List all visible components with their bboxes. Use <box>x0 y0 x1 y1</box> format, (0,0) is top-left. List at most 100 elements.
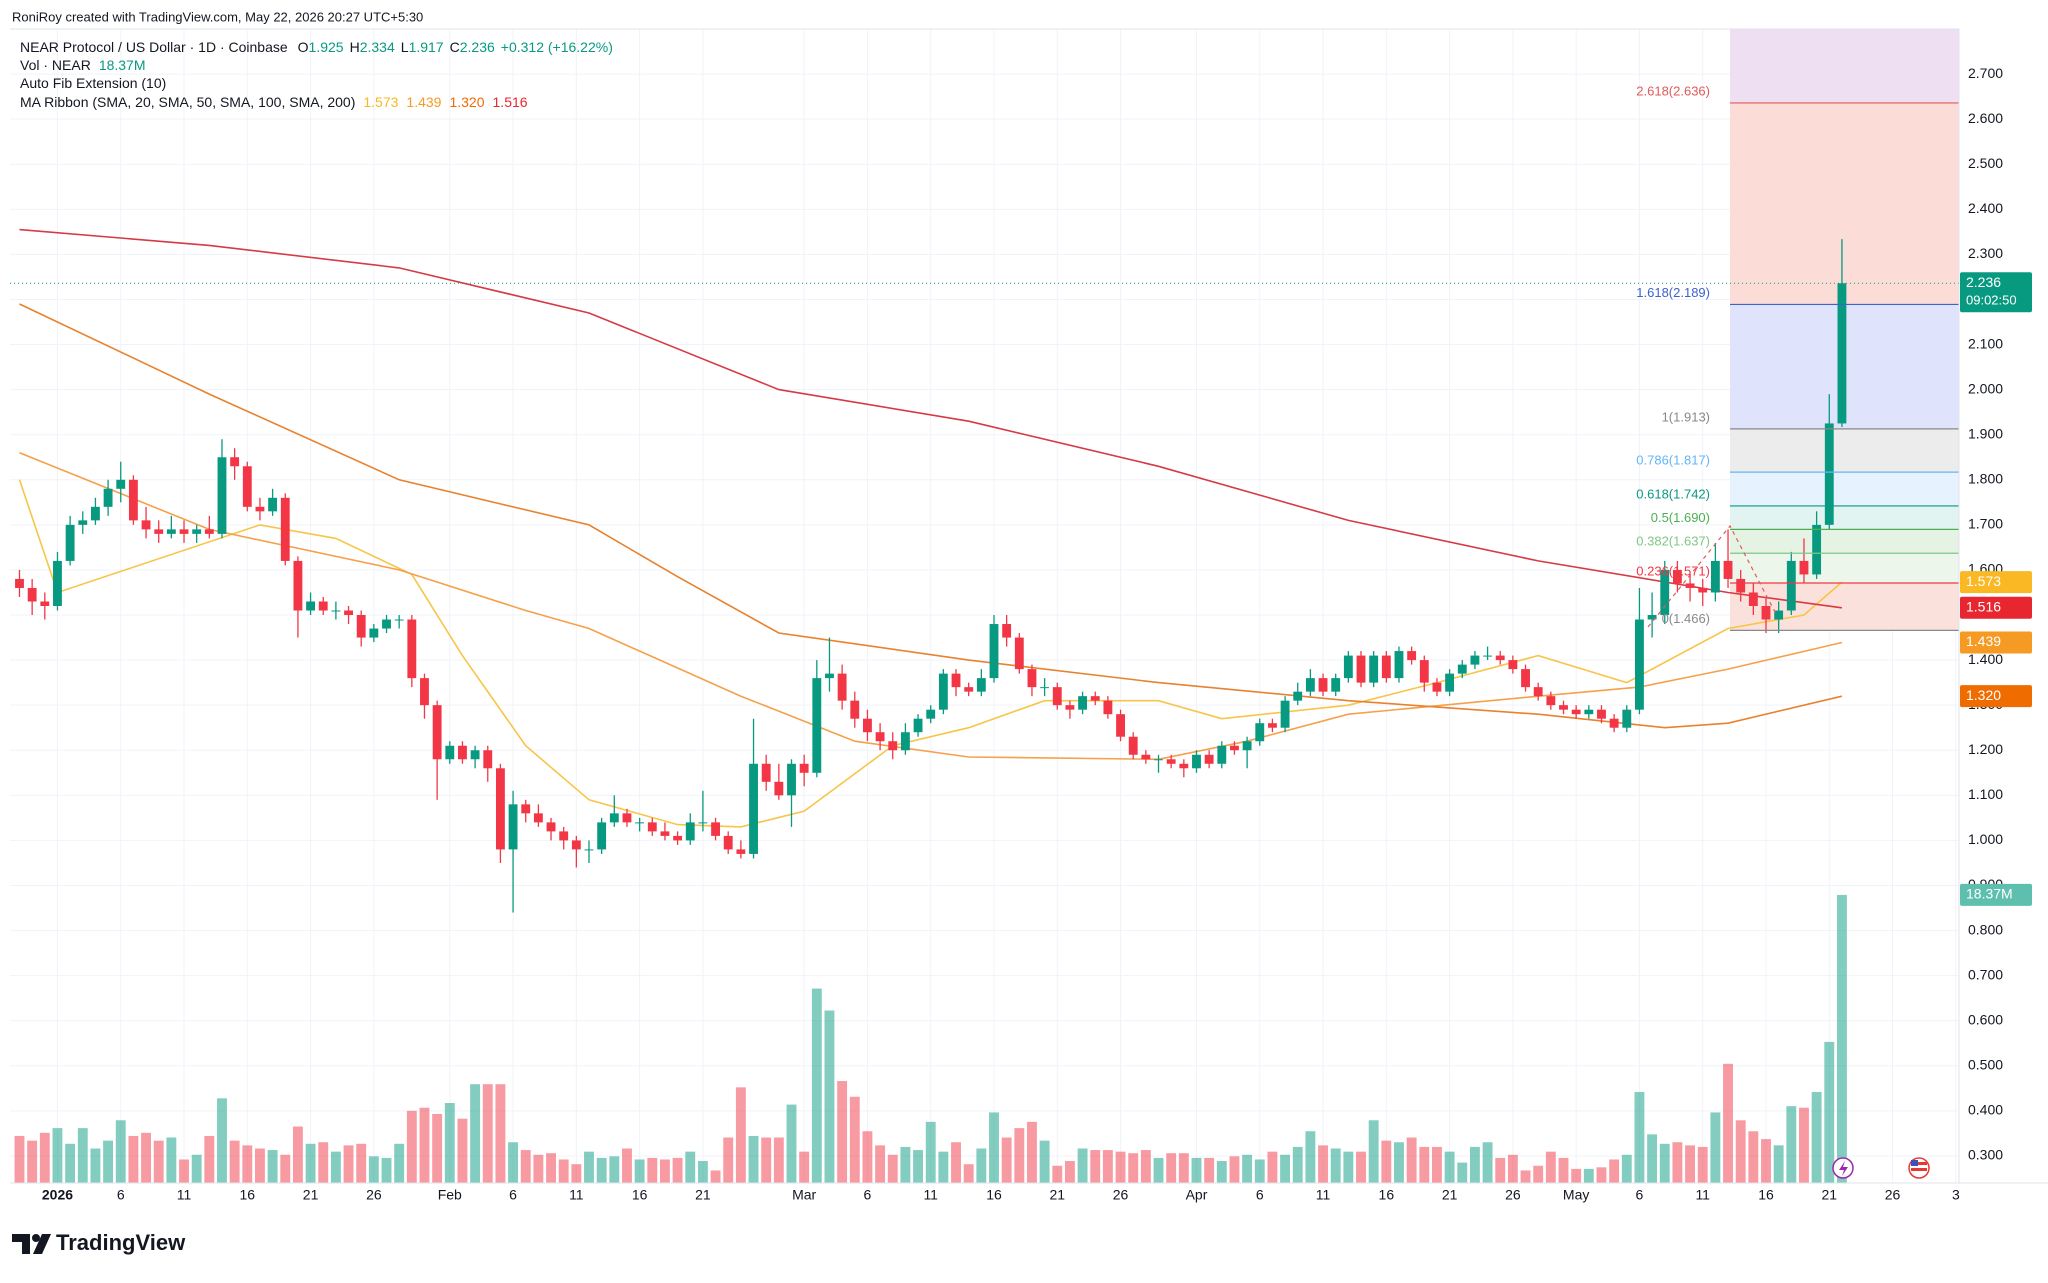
candle-body <box>344 610 353 616</box>
volume-bar <box>1533 1165 1544 1183</box>
legend-line: Auto Fib Extension (10) <box>20 75 166 91</box>
candle-body <box>432 705 442 760</box>
last-price-box <box>1960 272 2032 313</box>
volume-bar <box>1786 1106 1797 1183</box>
volume-bar <box>1710 1112 1721 1183</box>
volume-bar <box>381 1157 392 1183</box>
volume-bar <box>1457 1162 1468 1183</box>
x-tick-label: 6 <box>864 1187 872 1203</box>
volume-bar <box>1254 1159 1265 1183</box>
volume-bar <box>1090 1150 1101 1183</box>
candle-body <box>179 529 189 534</box>
candle-body <box>103 488 113 507</box>
candle-body <box>90 506 100 521</box>
legend-ohlc-value: 1.925 <box>309 39 344 55</box>
candle-body <box>495 768 505 850</box>
volume-bar <box>1330 1148 1341 1183</box>
volume-bar <box>267 1150 278 1183</box>
candle-body <box>204 529 214 534</box>
y-tick-label: 2.500 <box>1968 155 2003 171</box>
volume-bar <box>52 1128 63 1183</box>
candle-body <box>1242 741 1252 751</box>
volume-bar <box>546 1153 556 1183</box>
volume-bar <box>179 1159 189 1183</box>
volume-bar <box>1001 1137 1012 1183</box>
y-tick-label: 0.800 <box>1968 921 2003 937</box>
candle-body <box>1267 723 1277 728</box>
volume-bar <box>1394 1142 1404 1183</box>
legend-ohlc-label: L <box>401 39 409 55</box>
candle-body <box>1660 569 1670 616</box>
volume-bar <box>1545 1151 1556 1183</box>
volume-bar <box>280 1154 291 1183</box>
fib-label: 0.5(1.690) <box>1651 510 1710 525</box>
candle-body <box>736 849 746 854</box>
legend-ohlc-value: 2.334 <box>360 39 395 55</box>
volume-bar <box>685 1151 696 1183</box>
volume-bar <box>343 1145 354 1183</box>
candle-body <box>1457 664 1467 674</box>
fib-zone <box>1730 553 1959 584</box>
legend-symbol: NEAR Protocol / US Dollar · 1D · Coinbas… <box>20 39 288 55</box>
y-tick-label: 0.500 <box>1968 1057 2003 1073</box>
fib-label: 1(1.913) <box>1662 409 1710 424</box>
volume-bar <box>761 1137 772 1183</box>
plot-area <box>10 29 1959 1183</box>
candle-body <box>508 804 518 850</box>
candle-body <box>1470 655 1480 665</box>
candle-body <box>774 781 784 796</box>
candle-body <box>1078 696 1088 710</box>
volume-bar <box>444 1103 455 1183</box>
candle-body <box>1381 655 1391 679</box>
volume-bar <box>292 1126 303 1183</box>
x-tick-label: 21 <box>695 1187 711 1203</box>
fib-zone <box>1730 102 1959 305</box>
y-tick-label: 2.700 <box>1968 65 2003 81</box>
legend-ohlc-value: 2.236 <box>460 39 495 55</box>
volume-bar <box>1761 1139 1771 1183</box>
candle-body <box>154 529 164 534</box>
fib-zone <box>1730 428 1959 473</box>
candle-body <box>407 619 417 679</box>
volume-bar <box>1014 1128 1025 1183</box>
candle-body <box>1407 651 1417 661</box>
ma-value-text: 1.320 <box>1966 687 2001 703</box>
ma-value-box <box>1960 685 2032 708</box>
brand-logo-slash <box>33 1234 51 1254</box>
candle-body <box>1166 759 1176 764</box>
volume-value-text: 18.37M <box>1966 886 2013 902</box>
legend-ma-value: 1.320 <box>449 94 484 110</box>
candle-body <box>850 700 860 719</box>
candle-body <box>1521 669 1530 688</box>
candle-body <box>268 497 278 512</box>
volume-value-box <box>1960 883 2032 906</box>
fib-label: 0.236(1.571) <box>1636 563 1710 578</box>
volume-bar <box>1406 1137 1417 1183</box>
candle-body <box>1419 660 1429 683</box>
y-tick-label: 1.800 <box>1968 470 2003 486</box>
legend-change: +0.312 (+16.22%) <box>501 39 613 55</box>
volume-bar <box>1571 1168 1582 1183</box>
candle-body <box>356 615 366 638</box>
volume-bar <box>735 1087 746 1183</box>
volume-bar <box>1432 1146 1442 1183</box>
candle-body <box>1812 524 1822 575</box>
candle-body <box>1584 709 1594 715</box>
volume-bar <box>394 1143 405 1183</box>
candle-body <box>1369 655 1379 683</box>
volume-bar <box>1507 1154 1518 1183</box>
volume-bar <box>1811 1092 1822 1183</box>
candle-body <box>913 718 923 733</box>
x-tick-label: 11 <box>1316 1187 1331 1203</box>
x-tick-label: 16 <box>986 1187 1002 1203</box>
volume-bar <box>951 1142 961 1183</box>
volume-bar <box>723 1137 734 1183</box>
volume-bar <box>470 1084 481 1183</box>
candle-body <box>647 822 657 832</box>
volume-bar <box>1305 1131 1316 1183</box>
candle-body <box>1128 736 1138 755</box>
y-tick-label: 2.100 <box>1968 335 2003 351</box>
candle-body <box>1217 745 1227 764</box>
candle-body <box>1090 696 1100 701</box>
fib-zone <box>1730 472 1959 506</box>
